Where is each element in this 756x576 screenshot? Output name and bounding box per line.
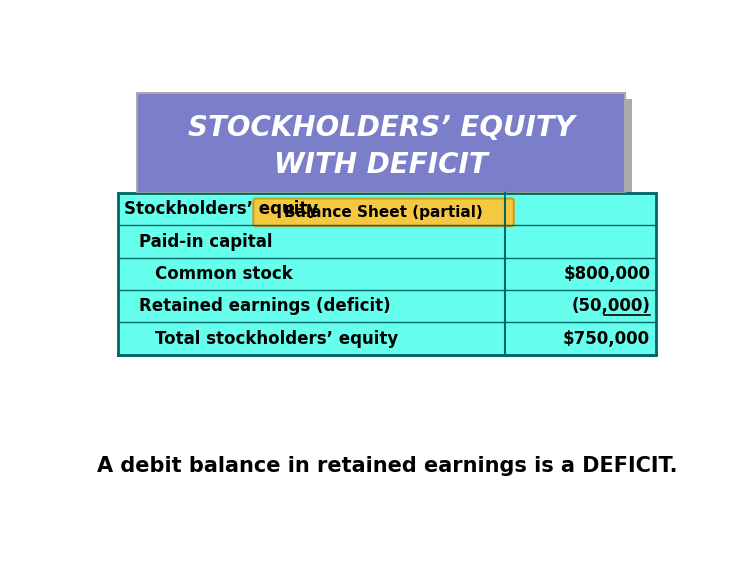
Text: $800,000: $800,000 [563,265,650,283]
Text: A debit balance in retained earnings is a DEFICIT.: A debit balance in retained earnings is … [98,456,677,476]
FancyBboxPatch shape [144,99,631,199]
Text: (50,000): (50,000) [572,297,650,315]
Text: Paid-in capital: Paid-in capital [139,233,273,251]
FancyBboxPatch shape [137,93,625,193]
Text: Balance Sheet (partial): Balance Sheet (partial) [284,205,483,220]
Text: Total stockholders’ equity: Total stockholders’ equity [155,329,398,348]
Text: STOCKHOLDERS’ EQUITY: STOCKHOLDERS’ EQUITY [187,114,575,142]
Text: Stockholders’ equity: Stockholders’ equity [124,200,318,218]
Text: Common stock: Common stock [155,265,293,283]
Text: Retained earnings (deficit): Retained earnings (deficit) [139,297,391,315]
FancyBboxPatch shape [253,199,514,226]
Text: $750,000: $750,000 [563,329,650,348]
Text: WITH DEFICIT: WITH DEFICIT [274,151,488,179]
FancyBboxPatch shape [118,193,656,355]
